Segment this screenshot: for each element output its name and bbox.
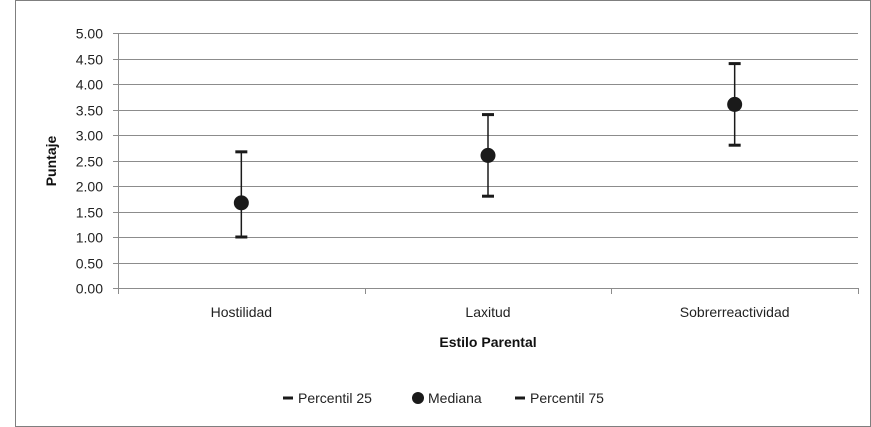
y-tick-label: 2.00	[76, 179, 103, 195]
legend-label: Mediana	[428, 390, 482, 406]
y-tick-label: 5.00	[76, 26, 103, 42]
y-tick-label: 2.50	[76, 154, 103, 170]
y-tick-label: 1.50	[76, 205, 103, 221]
y-tick-label: 4.50	[76, 52, 103, 68]
y-tick-label: 4.00	[76, 77, 103, 93]
y-axis-title: Puntaje	[43, 136, 59, 187]
x-tick-label: Laxitud	[465, 304, 510, 320]
median-point	[727, 96, 743, 112]
legend-percentil-25: Percentil 25	[283, 390, 372, 406]
median-point	[480, 147, 496, 163]
chart-frame	[15, 0, 871, 427]
legend-label: Percentil 25	[298, 390, 372, 406]
x-tick-label: Sobrerreactividad	[680, 304, 790, 320]
legend-percentil-75: Percentil 75	[515, 390, 604, 406]
legend: Percentil 25 Mediana Percentil 75	[283, 390, 604, 406]
x-tick-label: Hostilidad	[211, 304, 272, 320]
legend-circle-marker	[412, 392, 424, 404]
y-tick-labels: 0.00 0.50 1.00 1.50 2.00 2.50 3.00 3.50 4.00 4.50…	[76, 26, 103, 297]
x-axis-title: Estilo Parental	[439, 334, 536, 350]
y-tick-label: 0.00	[76, 281, 103, 297]
error-bars	[235, 62, 741, 239]
y-tick-label: 1.00	[76, 230, 103, 246]
y-tick-label: 3.00	[76, 128, 103, 144]
x-tick-labels: Hostilidad Laxitud Sobrerreactividad	[211, 304, 790, 320]
legend-mediana: Mediana	[412, 390, 482, 406]
y-tick-label: 0.50	[76, 256, 103, 272]
median-point	[233, 195, 249, 211]
data-markers	[233, 96, 743, 211]
y-tick-label: 3.50	[76, 103, 103, 119]
legend-label: Percentil 75	[530, 390, 604, 406]
